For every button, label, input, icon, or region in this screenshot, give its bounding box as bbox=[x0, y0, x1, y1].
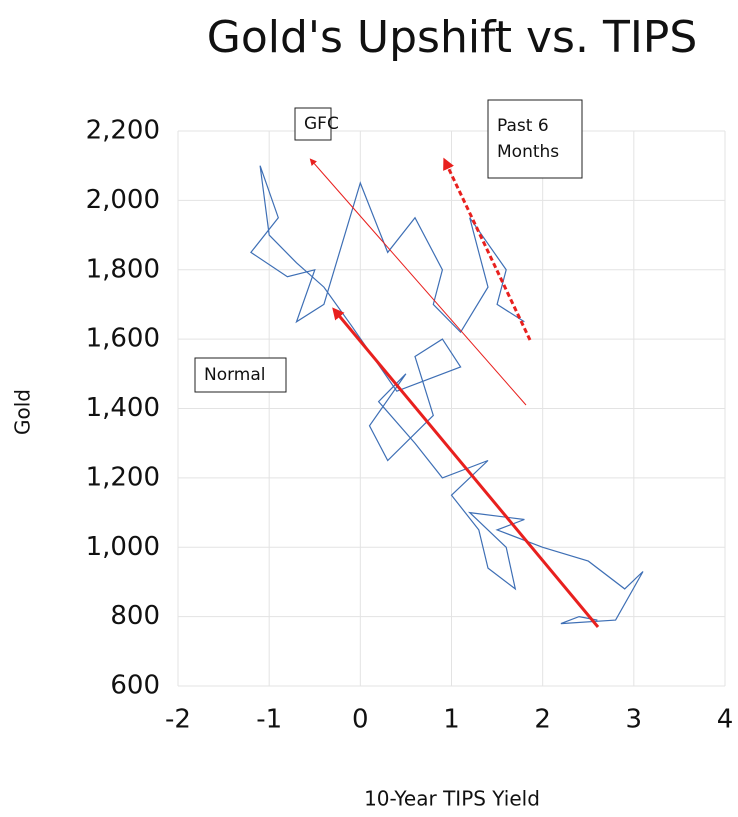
annotations: GFC Past 6 Months Normal bbox=[194, 99, 583, 393]
y-axis-label: Gold bbox=[11, 389, 35, 435]
y-tick-label: 2,200 bbox=[86, 116, 160, 146]
annotation-box bbox=[194, 357, 287, 393]
x-tick-label: 1 bbox=[443, 705, 460, 735]
x-tick-label: 3 bbox=[626, 705, 643, 735]
x-tick-label: -2 bbox=[165, 705, 191, 735]
annotation-text: Months bbox=[497, 142, 559, 162]
data-line bbox=[250, 165, 644, 625]
x-tick-label: -1 bbox=[256, 705, 282, 735]
y-tick-label: 2,000 bbox=[86, 185, 160, 215]
x-axis-label: 10-Year TIPS Yield bbox=[364, 787, 540, 811]
annotation-text: Normal bbox=[204, 365, 266, 385]
annotation-box bbox=[294, 107, 332, 141]
y-tick-label: 1,600 bbox=[86, 324, 160, 354]
y-tick-label: 1,200 bbox=[86, 462, 160, 492]
y-tick-label: 1,000 bbox=[86, 532, 160, 562]
x-tick-label: 4 bbox=[717, 705, 734, 735]
plot bbox=[250, 165, 644, 625]
x-tick-label: 2 bbox=[534, 705, 551, 735]
recent-arrow bbox=[443, 157, 532, 341]
annotation-text: Past 6 bbox=[497, 116, 549, 136]
grid bbox=[177, 130, 726, 687]
y-tick-label: 1,800 bbox=[86, 254, 160, 284]
gfc-arrow bbox=[309, 158, 527, 406]
y-tick-label: 600 bbox=[110, 671, 160, 701]
chart-title: Gold's Upshift vs. TIPS bbox=[207, 12, 698, 63]
annotation-box bbox=[487, 99, 583, 179]
y-tick-label: 1,400 bbox=[86, 393, 160, 423]
x-tick-label: 0 bbox=[352, 705, 369, 735]
annotation-text: GFC bbox=[304, 114, 339, 134]
normal-arrow bbox=[332, 307, 600, 628]
y-tick-label: 800 bbox=[110, 601, 160, 631]
